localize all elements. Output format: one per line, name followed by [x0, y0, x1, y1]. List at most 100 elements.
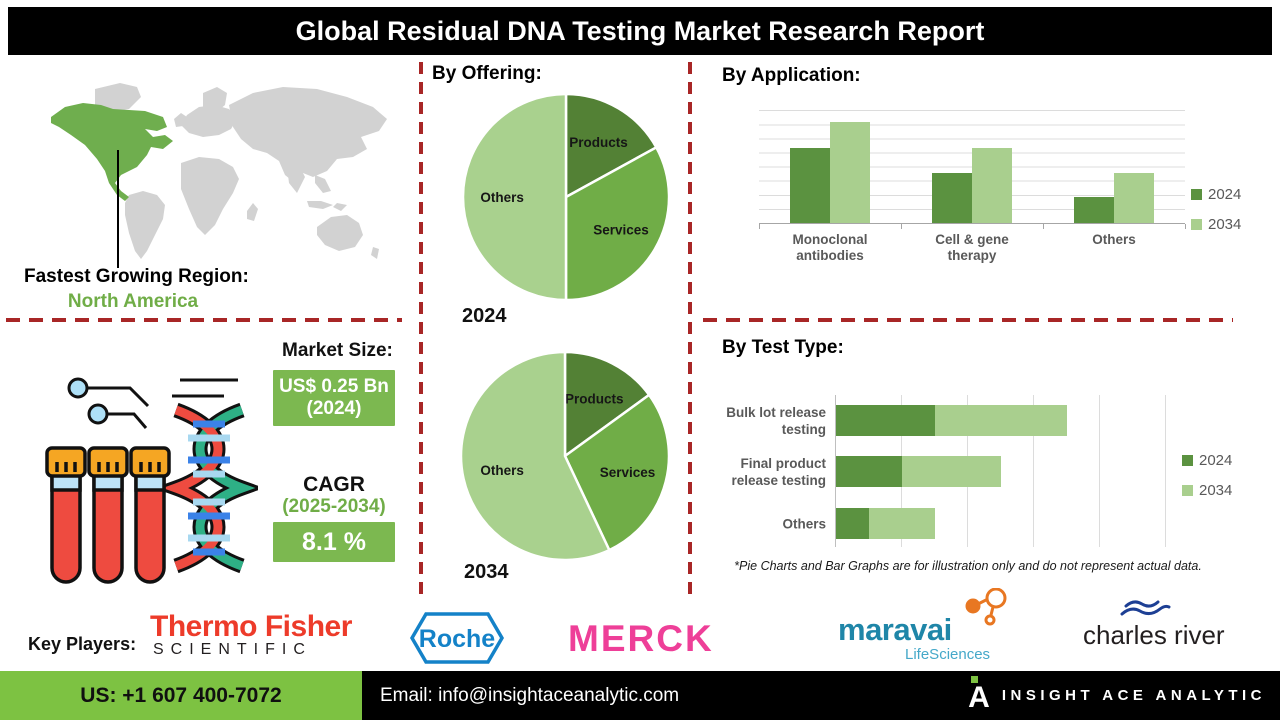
pie-slice-products — [563, 350, 651, 459]
legend-item-2034: 2034 — [1182, 482, 1232, 499]
cagr-heading: CAGR — [303, 473, 365, 496]
bar-cell-gene-therapy-2024 — [932, 173, 972, 223]
footer-brand: A INSIGHT ACE ANALYTIC — [968, 671, 1266, 720]
logo-thermo-fisher: Thermo Fisher — [150, 610, 352, 643]
legend-swatch — [1182, 455, 1193, 466]
logo-maravai: maravai — [838, 612, 952, 647]
world-map — [51, 83, 387, 259]
application-chart-legend: 2024 2034 — [1191, 186, 1241, 233]
axis-tick — [901, 224, 902, 229]
bar-final-product-release-testing-2034 — [902, 456, 1001, 487]
testtype-chart-plot — [835, 395, 1166, 547]
axis-tick — [1043, 224, 1044, 229]
pie-slice-others — [461, 92, 568, 302]
logo-charles-river: charles river — [1083, 620, 1225, 650]
offering-pie-2024: Products Services Others — [461, 92, 671, 307]
pie-slice-label: Others — [480, 190, 524, 205]
footer-email-bar: Email: info@insightaceanalytic.com A INS… — [362, 671, 1280, 720]
key-players-label: Key Players: — [28, 634, 137, 654]
offering-pie-2024-year: 2024 — [462, 305, 507, 327]
application-heading: By Application: — [722, 65, 861, 86]
pie-slice-label: Services — [600, 465, 656, 480]
footer-phone: US: +1 607 400-7072 — [80, 684, 282, 707]
axis-tick — [759, 224, 760, 229]
logo-roche-text: Roche — [419, 625, 496, 653]
legend-item-2034: 2034 — [1191, 216, 1241, 233]
bar-others-2034 — [869, 508, 935, 539]
category-label: Cell & gene therapy — [935, 232, 1009, 263]
divider-middle-left — [419, 62, 423, 594]
brand-a-icon: A — [968, 675, 990, 713]
legend-label: 2024 — [1208, 186, 1242, 203]
testtype-category-label: Final product release testing — [731, 455, 826, 488]
divider-right — [703, 318, 1233, 322]
disclaimer-footnote: *Pie Charts and Bar Graphs are for illus… — [734, 559, 1202, 573]
application-chart-categories: Monoclonal antibodies Cell & gene therapy… — [759, 232, 1185, 264]
map-land — [95, 83, 387, 259]
logo-thermo-fisher-scientific: SCIENTIFIC — [153, 641, 312, 658]
map-north-america-highlight — [51, 103, 173, 201]
category-label: Others — [1092, 232, 1136, 247]
pie-slice-label: Services — [593, 223, 649, 238]
bar-others-2034 — [1114, 173, 1154, 223]
bar-final-product-release-testing-2024 — [836, 456, 902, 487]
category-label: Monoclonal antibodies — [792, 232, 868, 263]
logo-maravai-lifesciences: LifeSciences — [905, 646, 991, 663]
pie-slice-label: Others — [480, 463, 524, 478]
bar-others-2024 — [836, 508, 869, 539]
bar-others-2024 — [1074, 197, 1114, 223]
bar-cell-gene-therapy-2034 — [972, 148, 1012, 223]
pie-slice-label: Products — [565, 392, 624, 407]
offering-pie-2034-year: 2034 — [464, 561, 509, 583]
testtype-category-label: Others — [782, 516, 826, 531]
waves-icon — [1120, 600, 1171, 616]
market-size-box: US$ 0.25 Bn (2024) — [273, 370, 395, 426]
application-chart-plot — [759, 110, 1186, 229]
molecule-icon — [965, 588, 1007, 626]
logo-merck: MERCK — [568, 618, 714, 659]
footer-phone-bar: US: +1 607 400-7072 — [0, 671, 362, 720]
divider-middle-right — [688, 62, 692, 594]
testtype-chart-labels: Bulk lot release testing Final product re… — [694, 395, 826, 547]
brand-green-dot — [971, 675, 979, 683]
axis-tick — [1185, 224, 1186, 229]
map-pointer-line — [117, 150, 119, 268]
offering-pie-2034: Products Services Others — [459, 350, 671, 567]
brand-name: INSIGHT ACE ANALYTIC — [1001, 687, 1266, 704]
pie-slice-label: Products — [569, 135, 628, 150]
legend-swatch — [1191, 219, 1202, 230]
dna-testtube-illustration — [45, 377, 258, 584]
page-title: Global Residual DNA Testing Market Resea… — [295, 16, 985, 46]
market-size-heading: Market Size: — [282, 340, 393, 361]
market-size-year: (2024) — [306, 398, 362, 419]
bar-monoclonal-antibodies-2024 — [790, 148, 830, 223]
legend-item-2024: 2024 — [1182, 452, 1232, 469]
logo-roche: Roche — [410, 612, 504, 664]
legend-label: 2034 — [1199, 482, 1233, 499]
fastest-region-label: Fastest Growing Region: — [24, 266, 249, 287]
testtype-heading: By Test Type: — [722, 337, 844, 358]
legend-label: 2034 — [1208, 216, 1242, 233]
pie-slice-services — [564, 145, 671, 302]
cagr-value-box: 8.1 % — [273, 522, 395, 562]
market-size-value: US$ 0.25 Bn — [279, 376, 389, 397]
offering-heading: By Offering: — [432, 63, 542, 84]
bar-bulk-lot-release-testing-2024 — [836, 405, 935, 436]
fastest-region-value: North America — [67, 291, 199, 312]
legend-label: 2024 — [1199, 452, 1233, 469]
cagr-period: (2025-2034) — [282, 496, 386, 517]
pie-slice-products — [564, 92, 658, 200]
testtype-chart-legend: 2024 2034 — [1182, 452, 1232, 499]
footer-email: Email: info@insightaceanalytic.com — [380, 685, 680, 706]
title-bar: Global Residual DNA Testing Market Resea… — [8, 7, 1272, 55]
bar-bulk-lot-release-testing-2034 — [935, 405, 1067, 436]
pie-slice-services — [563, 393, 671, 552]
divider-left — [6, 318, 402, 322]
legend-swatch — [1182, 485, 1193, 496]
legend-item-2024: 2024 — [1191, 186, 1241, 203]
pie-slice-others — [459, 350, 611, 562]
legend-swatch — [1191, 189, 1202, 200]
bar-monoclonal-antibodies-2034 — [830, 122, 870, 223]
testtype-category-label: Bulk lot release testing — [726, 404, 826, 437]
